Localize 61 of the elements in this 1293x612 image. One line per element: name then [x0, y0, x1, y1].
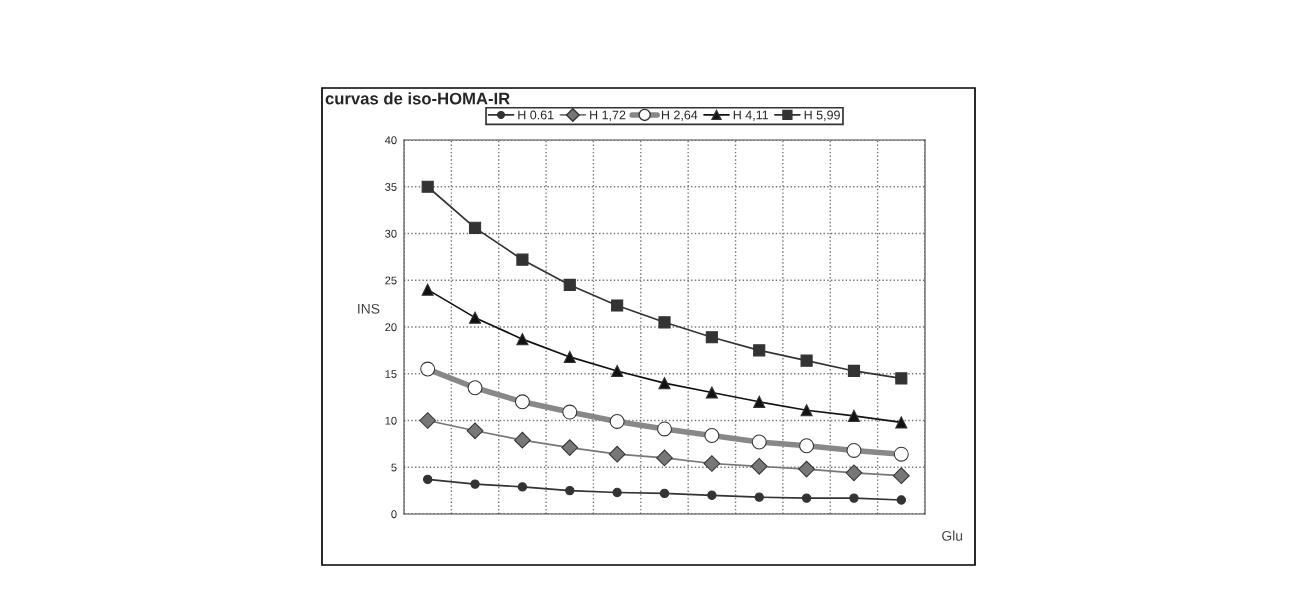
point [847, 409, 861, 422]
x-axis-title: Glu [942, 530, 963, 541]
point [892, 467, 910, 485]
point [419, 412, 437, 429]
point [801, 493, 812, 503]
legend-label: H 1,72 [590, 110, 626, 121]
point [565, 485, 575, 496]
point [659, 488, 670, 499]
chart-title: curvas de iso-HOMA-IR [325, 92, 510, 105]
point [611, 364, 624, 378]
point [563, 278, 576, 291]
point [754, 492, 764, 502]
point [753, 395, 766, 408]
point [468, 311, 482, 324]
legend-label: H 0.61 [518, 110, 554, 120]
point [895, 372, 908, 385]
point [707, 490, 717, 500]
point [895, 416, 908, 429]
point [423, 474, 433, 485]
point [516, 333, 529, 346]
point [656, 449, 673, 467]
point [421, 283, 434, 296]
point [705, 331, 718, 344]
point [753, 344, 766, 357]
point [800, 354, 813, 367]
y-tick-label: 20 [385, 323, 397, 332]
point [516, 253, 529, 266]
point [611, 299, 624, 312]
y-tick-label: 40 [384, 136, 397, 145]
point [705, 386, 718, 399]
y-tick-label: 5 [391, 463, 397, 472]
point [608, 445, 626, 463]
point [514, 431, 531, 449]
point [849, 493, 859, 503]
point [798, 460, 815, 478]
point [421, 180, 434, 193]
point [468, 221, 482, 234]
y-tick-label: 30 [385, 229, 397, 238]
point [800, 404, 813, 417]
point [896, 495, 906, 505]
point [845, 464, 863, 482]
y-tick-label: 10 [385, 416, 397, 425]
point [847, 364, 861, 378]
point [750, 457, 768, 475]
y-tick-label: 25 [385, 276, 397, 285]
y-tick-label: 35 [385, 183, 397, 191]
point [517, 482, 528, 492]
point [470, 479, 480, 489]
y-tick-label: 0 [391, 510, 397, 519]
point [612, 487, 622, 498]
point [658, 377, 671, 390]
point [703, 455, 721, 472]
point [466, 422, 484, 440]
y-tick-label: 15 [385, 370, 397, 378]
point [561, 439, 579, 456]
y-axis-title: INS [358, 303, 380, 314]
point [563, 350, 576, 363]
legend-label: H 4,11 [733, 110, 769, 121]
legend-label: H 2,64 [661, 110, 698, 121]
legend-label: H 5,99 [804, 110, 840, 121]
point [658, 316, 671, 329]
